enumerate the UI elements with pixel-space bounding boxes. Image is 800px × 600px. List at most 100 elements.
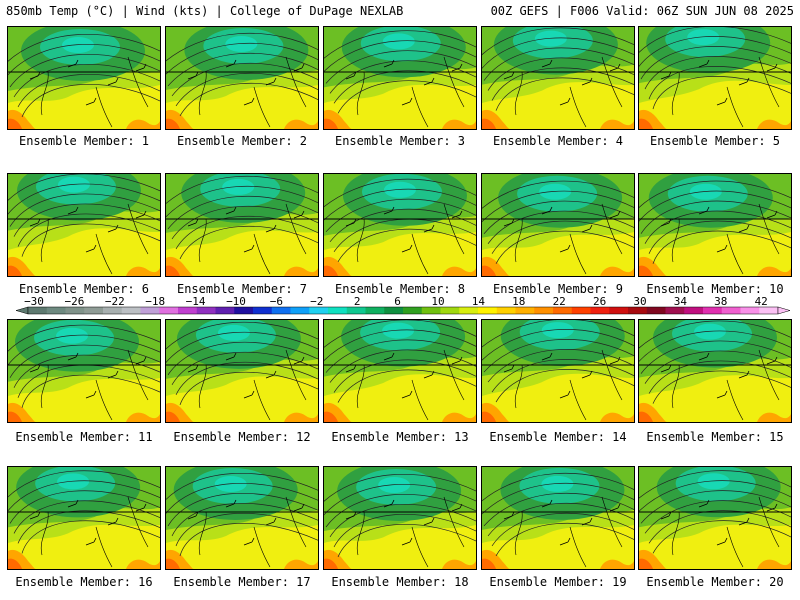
ensemble-member-label: Ensemble Member: 17	[173, 575, 311, 589]
ensemble-member-label: Ensemble Member: 6	[18, 282, 150, 296]
ensemble-member-map	[7, 319, 161, 423]
ensemble-member-map	[638, 466, 792, 570]
colorbar-swatch	[684, 307, 704, 314]
colorbar-swatch	[590, 307, 610, 314]
temperature-field-map	[324, 27, 476, 129]
colorbar-swatch	[740, 307, 760, 314]
colorbar-tick-label: 22	[553, 296, 566, 308]
colorbar-tick-label: −14	[186, 296, 206, 308]
colorbar-tick-label: 14	[472, 296, 486, 308]
ensemble-member-label: Ensemble Member: 3	[334, 134, 466, 148]
ensemble-member-map	[481, 319, 635, 423]
ensemble-member-map	[7, 466, 161, 570]
colorbar-swatch	[534, 307, 554, 314]
temperature-field-map	[166, 174, 318, 276]
temperature-field-map	[482, 320, 634, 422]
temperature-field-map	[639, 320, 791, 422]
colorbar-swatch	[271, 307, 291, 314]
temperature-field-map	[8, 467, 160, 569]
temperature-field-map	[482, 174, 634, 276]
colorbar-swatch	[646, 307, 666, 314]
ensemble-member-label: Ensemble Member: 2	[176, 134, 308, 148]
colorbar-tick-label: 34	[674, 296, 688, 308]
ensemble-member-map	[638, 319, 792, 423]
ensemble-member-map	[323, 173, 477, 277]
temperature-colorbar: −30 −26 −22 −18 −14 −10 −6 −2 2 6 10 14 18 22 26 30 34 38…	[15, 296, 791, 315]
colorbar-tick-label: −10	[226, 296, 246, 308]
temperature-field-map	[166, 27, 318, 129]
ensemble-member-map	[7, 173, 161, 277]
ensemble-member-label: Ensemble Member: 12	[173, 430, 311, 444]
ensemble-member-label: Ensemble Member: 15	[646, 430, 784, 444]
colorbar-tick-label: 2	[354, 296, 361, 308]
colorbar-swatch	[65, 307, 85, 314]
colorbar-swatch	[496, 307, 516, 314]
ensemble-member-label: Ensemble Member: 13	[331, 430, 469, 444]
colorbar-tick-label: 6	[394, 296, 401, 308]
colorbar-swatch	[703, 307, 723, 314]
ensemble-member-map	[481, 466, 635, 570]
ensemble-member-label: Ensemble Member: 9	[492, 282, 624, 296]
colorbar-swatch	[478, 307, 498, 314]
temperature-field-map	[639, 174, 791, 276]
ensemble-member-label: Ensemble Member: 19	[489, 575, 627, 589]
ensemble-member-map	[638, 26, 792, 130]
colorbar-tick-label: 38	[714, 296, 727, 308]
temperature-field-map	[8, 174, 160, 276]
ensemble-member-label: Ensemble Member: 10	[646, 282, 784, 296]
colorbar-swatch	[665, 307, 685, 314]
colorbar-swatch	[46, 307, 66, 314]
header-title: 850mb Temp (°C) | Wind (kts) | College o…	[6, 4, 404, 18]
temperature-field-map	[482, 27, 634, 129]
colorbar-swatch	[440, 307, 460, 314]
ensemble-member-label: Ensemble Member: 14	[489, 430, 627, 444]
ensemble-member-map	[481, 173, 635, 277]
ensemble-member-map	[7, 26, 161, 130]
colorbar-swatch	[159, 307, 179, 314]
colorbar-tick-label: −30	[24, 296, 44, 308]
colorbar-swatch	[384, 307, 404, 314]
colorbar-swatch	[759, 307, 779, 314]
colorbar-min-arrow	[15, 306, 29, 315]
colorbar-tick-label: 26	[593, 296, 606, 308]
colorbar-tick-label: −6	[270, 296, 283, 308]
colorbar-swatch	[609, 307, 629, 314]
temperature-field-map	[324, 467, 476, 569]
temperature-field-map	[324, 174, 476, 276]
colorbar-tick-label: 18	[512, 296, 525, 308]
temperature-field-map	[639, 467, 791, 569]
ensemble-member-map	[481, 26, 635, 130]
colorbar-swatch	[178, 307, 198, 314]
ensemble-member-map	[165, 466, 319, 570]
colorbar-swatch	[365, 307, 385, 314]
colorbar-swatch	[28, 307, 48, 314]
colorbar-swatch	[234, 307, 254, 314]
colorbar-swatch	[459, 307, 479, 314]
colorbar-swatch	[571, 307, 591, 314]
ensemble-member-label: Ensemble Member: 8	[334, 282, 466, 296]
ensemble-member-label: Ensemble Member: 5	[649, 134, 781, 148]
colorbar-swatch	[328, 307, 348, 314]
colorbar-swatch	[140, 307, 160, 314]
colorbar-swatch	[403, 307, 423, 314]
colorbar-swatch	[721, 307, 741, 314]
temperature-field-map	[8, 320, 160, 422]
colorbar-tick-label: 30	[633, 296, 646, 308]
colorbar-tick-label: −2	[310, 296, 323, 308]
ensemble-member-map	[323, 466, 477, 570]
ensemble-member-label: Ensemble Member: 20	[646, 575, 784, 589]
colorbar-swatch	[309, 307, 329, 314]
temperature-field-map	[482, 467, 634, 569]
ensemble-member-map	[638, 173, 792, 277]
header-valid-time: 00Z GEFS | F006 Valid: 06Z SUN JUN 08 20…	[490, 4, 794, 18]
colorbar-tick-label: 10	[431, 296, 444, 308]
ensemble-member-label: Ensemble Member: 16	[15, 575, 153, 589]
colorbar-tick-label: −26	[64, 296, 84, 308]
ensemble-member-map	[323, 26, 477, 130]
colorbar-swatch	[84, 307, 104, 314]
colorbar-tick-label: 42	[755, 296, 768, 308]
colorbar-swatch	[196, 307, 216, 314]
colorbar-swatch	[253, 307, 273, 314]
colorbar-max-arrow	[777, 306, 791, 315]
ensemble-member-map	[323, 319, 477, 423]
